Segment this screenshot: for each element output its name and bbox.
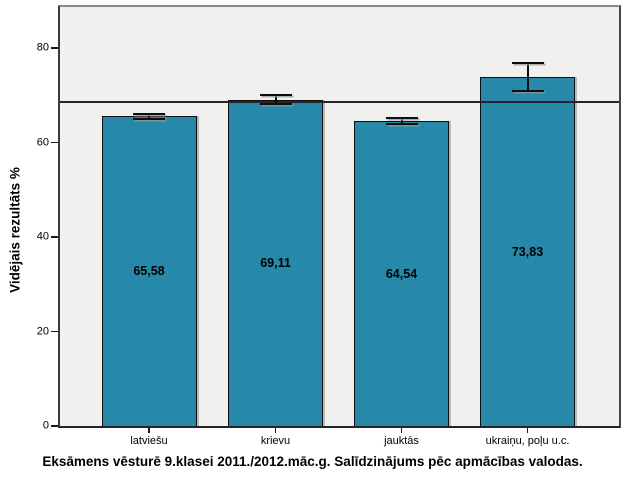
y-tick-label: 40 xyxy=(36,230,49,243)
y-tick-mark xyxy=(51,425,58,427)
x-tick-mark xyxy=(526,428,528,433)
y-axis-title: Vidējais rezultāts % xyxy=(7,167,23,293)
error-bar-cap xyxy=(511,89,544,92)
error-bar-cap xyxy=(511,61,544,64)
x-tick-mark xyxy=(274,428,276,433)
error-bar-cap xyxy=(385,123,418,126)
error-bar-cap xyxy=(133,112,165,115)
x-category-label: ukraiņu, poļu u.c. xyxy=(485,435,570,447)
bar-value-label: 69,11 xyxy=(260,255,291,270)
y-tick-mark xyxy=(51,236,58,238)
bar-value-label: 73,83 xyxy=(511,244,544,259)
x-tick-mark xyxy=(148,428,150,433)
bar-value-label: 64,54 xyxy=(385,266,418,281)
y-tick-label: 60 xyxy=(36,136,49,149)
x-category-label: krievu xyxy=(260,435,291,447)
bar-latviešu xyxy=(101,116,197,426)
bar-krievu xyxy=(228,99,323,426)
chart-caption: Eksāmens vēsturē 9.klasei 2011./2012.māc… xyxy=(42,454,583,469)
error-bar-stem xyxy=(526,62,529,91)
error-bar-stem xyxy=(400,117,403,125)
reference-line xyxy=(60,100,619,103)
y-tick-label: 0 xyxy=(42,419,49,432)
error-bar-cap xyxy=(133,117,165,120)
error-bar-cap xyxy=(259,102,292,105)
y-tick-mark xyxy=(51,141,58,144)
x-tick-mark xyxy=(400,428,402,433)
x-category-label: jauktās xyxy=(384,435,419,447)
error-bar-stem xyxy=(148,113,150,119)
y-tick-label: 80 xyxy=(36,41,49,54)
y-tick-label: 20 xyxy=(36,325,49,338)
bar-jauktās xyxy=(354,121,449,426)
error-bar-cap xyxy=(259,94,292,97)
y-tick-mark xyxy=(51,330,58,333)
error-bar-stem xyxy=(274,95,277,104)
y-tick-mark xyxy=(51,47,58,49)
bar-ukraiņu, poļu u.c. xyxy=(480,77,575,426)
error-bar-cap xyxy=(385,116,418,119)
bar-value-label: 65,58 xyxy=(133,264,165,279)
x-category-label: latviešu xyxy=(130,435,168,447)
plot-area: 65,58 69,11 64,54 73,83 xyxy=(58,5,621,428)
